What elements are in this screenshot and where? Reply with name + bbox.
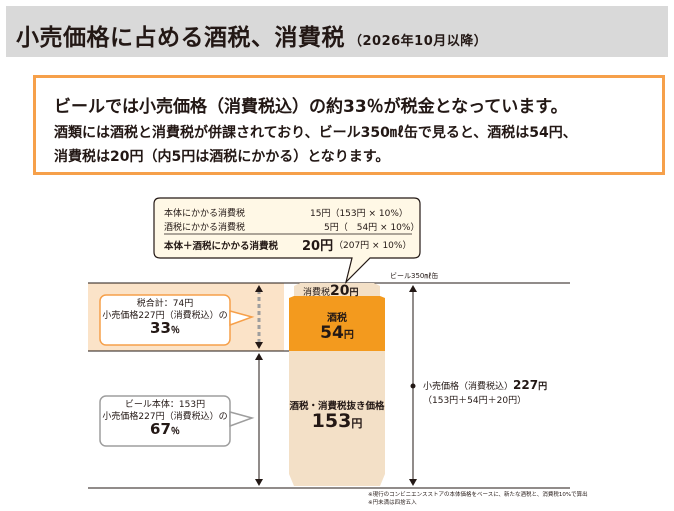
retail-price-unit: 円 bbox=[538, 382, 548, 392]
consumption-tax-label: 消費税 bbox=[303, 288, 331, 298]
liquor-tax-unit: 円 bbox=[343, 330, 354, 341]
can-liquor-tax-shoulder bbox=[289, 296, 385, 298]
can-consumption-tax-text: 消費税20円 bbox=[303, 284, 359, 300]
consumption-tax-value: 20 bbox=[330, 283, 350, 299]
summary-box: ビールでは小売価格（消費税込）の約33％が税金となっています。 酒類には酒税と消… bbox=[33, 75, 665, 175]
footnote-1: ※現行のコンビニエンスストアの本体価格をベースに、新たな酒税と、消費税10%で算… bbox=[368, 492, 588, 498]
tax-arrow-top bbox=[255, 285, 263, 292]
base-price-label: 酒税・消費税抜き価格 bbox=[289, 401, 385, 412]
body-percent-value: 67 bbox=[150, 420, 171, 438]
page-subtitle: （2026年10月以降） bbox=[349, 34, 488, 49]
liquor-tax-amount: 54円 bbox=[289, 323, 385, 343]
retail-price-line1: 小売価格（消費税込）227円 bbox=[423, 378, 547, 394]
title-text: 小売価格に占める酒税、消費税 bbox=[16, 25, 345, 51]
tax-total-line: 税合計：74円 bbox=[136, 299, 194, 309]
summary-line-1: ビールでは小売価格（消費税込）の約33％が税金となっています。 bbox=[54, 97, 568, 117]
base-price-amount: 153円 bbox=[289, 410, 385, 432]
page-title: 小売価格に占める酒税、消費税 （2026年10月以降） bbox=[16, 18, 487, 52]
callout-row3-label: 本体＋酒税にかかる消費税 bbox=[164, 241, 279, 252]
can-label: ビール350㎖缶 bbox=[390, 272, 439, 280]
summary-line-2: 酒類には酒税と消費税が併課されており、ビール350㎖缶で見ると、酒税は54円、 bbox=[54, 125, 577, 141]
total-arrow-top bbox=[409, 285, 417, 292]
retail-price-amount: 227 bbox=[513, 378, 539, 392]
can-liquor-tax-section bbox=[289, 298, 385, 351]
callout-row2-value: 5円（ 54円 × 10%） bbox=[324, 223, 420, 233]
beer-can bbox=[289, 283, 385, 486]
summary-line-3: 消費税は20円（内5円は酒税にかかる）となります。 bbox=[54, 149, 390, 165]
can-consumption-tax-section bbox=[294, 283, 380, 298]
retail-price-line2: （153円＋54円＋20円） bbox=[423, 396, 527, 406]
tax-percent-value: 33 bbox=[150, 319, 171, 337]
body-box-pointer bbox=[229, 411, 255, 428]
callout-bubble bbox=[153, 197, 421, 284]
base-price-unit: 円 bbox=[351, 417, 363, 430]
body-percent-unit: ％ bbox=[170, 427, 180, 437]
tax-arrow-bottom bbox=[255, 342, 263, 349]
base-price-value: 153 bbox=[311, 410, 352, 432]
callout-row2-label: 酒税にかかる消費税 bbox=[164, 223, 246, 233]
liquor-tax-label: 酒税 bbox=[327, 313, 347, 324]
body-arrow-bottom bbox=[255, 479, 263, 486]
body-share-text: ビール本体：153円 小売価格227円（消費税込）の 67％ bbox=[100, 399, 230, 438]
callout-row3-amount: 20円 bbox=[302, 239, 334, 254]
tax-share-text: 税合計：74円 小売価格227円（消費税込）の 33％ bbox=[100, 298, 230, 337]
body-total-line: ビール本体：153円 bbox=[124, 400, 206, 410]
total-arrow-bottom bbox=[409, 479, 417, 486]
consumption-tax-unit: 円 bbox=[349, 288, 359, 298]
footnote-2: ※円未満は四捨五入 bbox=[368, 500, 417, 506]
retail-price-label: 小売価格（消費税込）227円 （153円＋54円＋20円） bbox=[423, 378, 547, 408]
body-arrow-top bbox=[255, 353, 263, 360]
can-base-price-section bbox=[289, 351, 385, 486]
callout-row3-calc: （207円 × 10%） bbox=[334, 241, 412, 251]
callout-row1-value: 15円（153円 × 10%） bbox=[310, 209, 408, 219]
tax-retail-line: 小売価格227円（消費税込）の bbox=[102, 311, 228, 321]
callout bbox=[153, 197, 421, 284]
footnotes: ※現行のコンビニエンスストアの本体価格をベースに、新たな酒税と、消費税10%で算… bbox=[368, 491, 588, 507]
tax-box-pointer bbox=[229, 310, 255, 327]
body-percent: 67％ bbox=[100, 420, 230, 438]
page-header: 小売価格に占める酒税、消費税 （2026年10月以降） bbox=[6, 6, 668, 57]
tax-percent-unit: ％ bbox=[170, 326, 180, 336]
total-dot bbox=[410, 383, 416, 389]
liquor-tax-value: 54 bbox=[320, 323, 344, 343]
retail-price-prefix: 小売価格（消費税込） bbox=[423, 382, 514, 392]
tax-percent: 33％ bbox=[100, 319, 230, 337]
callout-row1-label: 本体にかかる消費税 bbox=[164, 209, 246, 219]
body-retail-line: 小売価格227円（消費税込）の bbox=[102, 412, 228, 422]
